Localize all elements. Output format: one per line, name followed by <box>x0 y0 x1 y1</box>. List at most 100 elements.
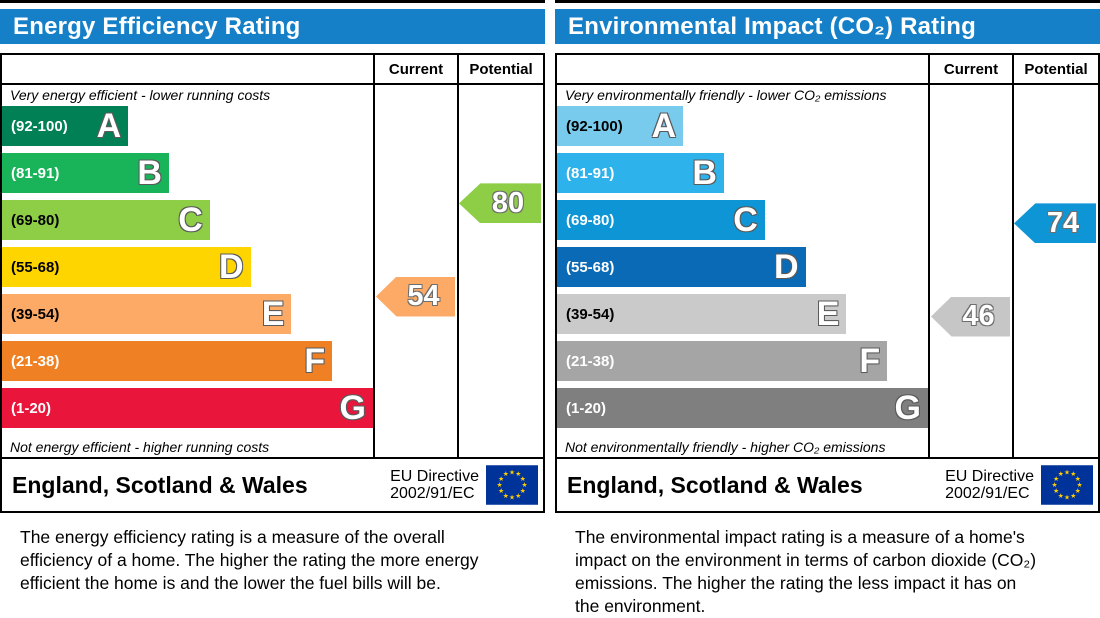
potential-rating-column: 80 <box>457 85 543 457</box>
svg-text:★: ★ <box>1053 475 1059 483</box>
band-range-label: (21-38) <box>566 352 615 370</box>
band-row-f: (21-38) F <box>2 341 333 381</box>
band-row-a: (92-100) A <box>557 106 684 146</box>
band-letter: B <box>692 154 717 192</box>
potential-column-header: Potential <box>1012 55 1098 85</box>
current-column-header: Current <box>928 55 1012 85</box>
band-letter: G <box>339 389 366 427</box>
band-range-label: (81-91) <box>566 164 615 182</box>
band-row-e: (39-54) E <box>2 294 292 334</box>
svg-text:★: ★ <box>1051 481 1057 489</box>
panel-title-bar: Energy Efficiency Rating <box>0 9 545 44</box>
region-label: England, Scotland & Wales <box>567 471 863 498</box>
eu-directive-label: EU Directive 2002/91/EC <box>390 468 486 503</box>
eu-directive-line1: EU Directive <box>945 467 1034 485</box>
eu-directive-label: EU Directive 2002/91/EC <box>945 468 1041 503</box>
band-range-label: (21-38) <box>11 352 60 370</box>
footer-bar: England, Scotland & Wales EU Directive 2… <box>0 457 545 513</box>
top-caption: Very energy efficient - lower running co… <box>10 87 271 103</box>
band-range-label: (39-54) <box>566 305 615 323</box>
band-letter: C <box>733 201 758 239</box>
eu-directive-line2: 2002/91/EC <box>945 485 1030 502</box>
current-rating-column: 54 <box>373 85 457 457</box>
potential-rating-arrow: 80 <box>459 183 541 224</box>
band-row-g: (1-20) G <box>557 388 928 428</box>
svg-text:★: ★ <box>503 492 509 500</box>
potential-rating-arrow: 74 <box>1014 203 1096 244</box>
eu-directive-line2: 2002/91/EC <box>390 485 475 502</box>
top-caption: Very environmentally friendly - lower CO… <box>565 87 887 103</box>
current-column-header: Current <box>373 55 457 85</box>
svg-text:★: ★ <box>1064 469 1070 477</box>
band-letter: B <box>137 154 162 192</box>
energy-efficiency-panel: Energy Efficiency Rating Current Potenti… <box>0 0 545 618</box>
band-letter: A <box>651 107 677 145</box>
current-rating-arrow: 46 <box>931 296 1010 337</box>
rating-table: Current Potential Very energy efficient … <box>0 53 545 459</box>
band-list: (92-100) A (81-91) B (69-80) C (55-68) D (39-54)… <box>2 106 373 428</box>
bottom-caption: Not environmentally friendly - higher CO… <box>565 439 886 455</box>
band-range-label: (55-68) <box>566 258 615 276</box>
band-range-label: (1-20) <box>11 399 52 417</box>
svg-text:★: ★ <box>1076 481 1082 489</box>
svg-text:★: ★ <box>1058 470 1064 478</box>
svg-text:★: ★ <box>509 469 515 477</box>
band-row-f: (21-38) F <box>557 341 888 381</box>
band-range-label: (81-91) <box>11 164 60 182</box>
band-range-label: (1-20) <box>566 399 607 417</box>
band-range-label: (69-80) <box>11 211 60 229</box>
eu-flag-icon: ★ ★★ ★★★ ★★★ ★★★ <box>486 465 538 505</box>
svg-text:★: ★ <box>1064 493 1070 501</box>
band-row-c: (69-80) C <box>557 200 765 240</box>
band-letter: G <box>894 389 921 427</box>
band-row-a: (92-100) A <box>2 106 129 146</box>
band-row-d: (55-68) D <box>557 247 806 287</box>
band-range-label: (39-54) <box>11 305 60 323</box>
svg-text:★: ★ <box>515 470 521 478</box>
rating-table: Current Potential Very environmentally f… <box>555 53 1100 459</box>
eu-directive-line1: EU Directive <box>390 467 479 485</box>
band-letter: E <box>816 295 840 333</box>
band-letter: F <box>859 342 881 380</box>
current-rating-column: 46 <box>928 85 1012 457</box>
band-letter: E <box>261 295 285 333</box>
svg-text:★: ★ <box>1075 475 1081 483</box>
bottom-caption: Not energy efficient - higher running co… <box>10 439 270 455</box>
band-row-b: (81-91) B <box>557 153 724 193</box>
svg-text:★: ★ <box>498 475 504 483</box>
table-corner-cell <box>557 55 928 85</box>
band-list: (92-100) A (81-91) B (69-80) C (55-68) D (39-54)… <box>557 106 928 428</box>
band-letter: A <box>96 107 122 145</box>
band-range-label: (92-100) <box>566 117 623 135</box>
band-letter: C <box>178 201 203 239</box>
band-letter: F <box>304 342 326 380</box>
band-letter: D <box>219 248 244 286</box>
panel-description: The energy efficiency rating is a measur… <box>20 527 479 593</box>
current-rating-arrow: 54 <box>376 276 455 317</box>
region-label: England, Scotland & Wales <box>12 471 308 498</box>
rating-scale: Very environmentally friendly - lower CO… <box>557 85 928 457</box>
potential-rating-column: 74 <box>1012 85 1098 457</box>
svg-text:★: ★ <box>503 470 509 478</box>
footer-bar: England, Scotland & Wales EU Directive 2… <box>555 457 1100 513</box>
svg-text:★: ★ <box>1058 492 1064 500</box>
svg-text:★: ★ <box>509 493 515 501</box>
environmental-impact-panel: Environmental Impact (CO₂) Rating Curren… <box>555 0 1100 618</box>
svg-text:★: ★ <box>520 475 526 483</box>
band-row-e: (39-54) E <box>557 294 847 334</box>
band-range-label: (69-80) <box>566 211 615 229</box>
band-row-g: (1-20) G <box>2 388 373 428</box>
eu-flag-icon: ★ ★★ ★★★ ★★★ ★★★ <box>1041 465 1093 505</box>
table-corner-cell <box>2 55 373 85</box>
panel-title-bar: Environmental Impact (CO₂) Rating <box>555 9 1100 44</box>
potential-column-header: Potential <box>457 55 543 85</box>
svg-text:★: ★ <box>1075 487 1081 495</box>
svg-text:★: ★ <box>1070 470 1076 478</box>
panel-title: Environmental Impact (CO₂) Rating <box>568 12 976 40</box>
svg-text:★: ★ <box>1053 487 1059 495</box>
band-range-label: (92-100) <box>11 117 68 135</box>
band-row-c: (69-80) C <box>2 200 210 240</box>
band-letter: D <box>774 248 799 286</box>
svg-text:★: ★ <box>498 487 504 495</box>
